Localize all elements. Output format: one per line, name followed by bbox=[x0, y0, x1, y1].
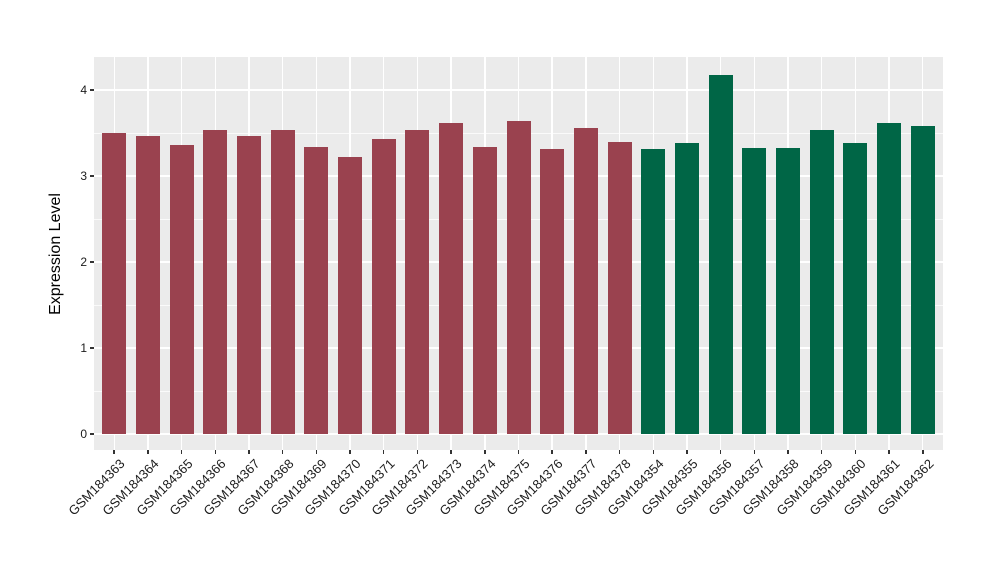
bar-GSM184366 bbox=[203, 129, 228, 434]
bar-GSM184373 bbox=[439, 122, 464, 434]
y-axis-tick bbox=[90, 175, 94, 177]
bar-GSM184361 bbox=[877, 122, 902, 434]
y-tick-label: 1 bbox=[80, 341, 87, 355]
x-axis-tick bbox=[180, 450, 183, 454]
bar-GSM184358 bbox=[776, 148, 801, 434]
y-tick-label: 4 bbox=[80, 83, 87, 97]
bar-GSM184369 bbox=[304, 146, 329, 434]
y-tick-label: 3 bbox=[80, 169, 87, 183]
bar-GSM184375 bbox=[506, 120, 531, 434]
x-axis-tick bbox=[214, 450, 217, 454]
bar-GSM184357 bbox=[742, 147, 767, 434]
x-axis-tick bbox=[618, 450, 621, 454]
bar-GSM184364 bbox=[135, 136, 160, 434]
x-axis-tick bbox=[551, 450, 553, 454]
x-axis-tick bbox=[315, 450, 318, 454]
bar-GSM184372 bbox=[405, 129, 430, 434]
x-axis-tick bbox=[652, 450, 654, 454]
bar-GSM184378 bbox=[607, 142, 632, 434]
x-axis-tick bbox=[281, 450, 284, 454]
bar-GSM184368 bbox=[270, 129, 295, 434]
bar-GSM184376 bbox=[540, 149, 565, 434]
x-axis-tick bbox=[888, 450, 890, 454]
bar-GSM184367 bbox=[236, 136, 261, 434]
x-axis-tick bbox=[450, 450, 452, 454]
x-axis-tick bbox=[820, 450, 823, 454]
bar-GSM184374 bbox=[472, 146, 497, 434]
y-axis-title: Expression Level bbox=[47, 193, 64, 315]
x-axis-tick bbox=[382, 450, 385, 454]
x-axis-tick bbox=[147, 450, 149, 454]
y-axis-tick bbox=[90, 347, 94, 349]
bar-GSM184362 bbox=[910, 126, 935, 434]
y-axis-tick bbox=[90, 261, 94, 263]
y-tick-label: 0 bbox=[80, 427, 87, 441]
x-axis-tick bbox=[484, 450, 486, 454]
y-axis-tick bbox=[90, 433, 94, 435]
x-axis-tick bbox=[416, 450, 419, 454]
x-axis-tick bbox=[753, 450, 756, 454]
bar-GSM184354 bbox=[641, 149, 666, 434]
bar-GSM184365 bbox=[169, 145, 194, 434]
bar-GSM184359 bbox=[809, 129, 834, 434]
x-axis-tick bbox=[854, 450, 857, 454]
x-axis-tick bbox=[585, 450, 587, 454]
bar-GSM184377 bbox=[573, 127, 598, 434]
x-axis-tick bbox=[922, 450, 924, 454]
bar-GSM184370 bbox=[338, 157, 363, 434]
bar-GSM184355 bbox=[674, 143, 699, 434]
x-axis-tick bbox=[113, 450, 115, 454]
y-tick-label: 2 bbox=[80, 255, 87, 269]
x-axis-tick bbox=[248, 450, 250, 454]
bar-GSM184356 bbox=[708, 75, 733, 434]
x-axis-tick bbox=[686, 450, 688, 454]
y-axis-tick bbox=[90, 89, 94, 91]
x-axis-tick bbox=[719, 450, 722, 454]
bar-GSM184363 bbox=[102, 133, 127, 434]
x-axis-tick bbox=[517, 450, 520, 454]
bar-GSM184360 bbox=[843, 143, 868, 434]
bar-GSM184371 bbox=[371, 139, 396, 434]
x-axis-tick bbox=[787, 450, 789, 454]
x-axis-tick bbox=[349, 450, 351, 454]
